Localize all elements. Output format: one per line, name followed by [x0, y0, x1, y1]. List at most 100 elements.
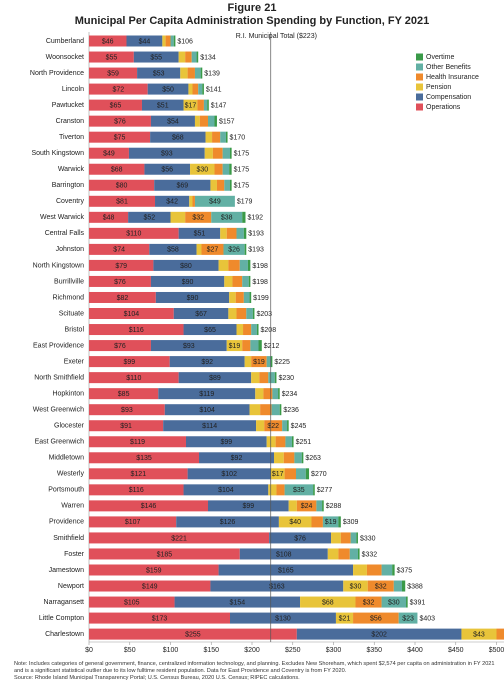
- bar-segment: [343, 580, 368, 592]
- total-label: $198: [252, 279, 268, 286]
- x-tick-label: $300: [326, 647, 342, 654]
- value-label: $126: [220, 519, 236, 526]
- bar-segment: [266, 436, 276, 448]
- bar-segment: [366, 564, 382, 576]
- total-label: $403: [419, 615, 435, 622]
- bar-segment: [194, 115, 200, 127]
- bar-segment: [229, 291, 236, 303]
- bar-segment: [89, 564, 219, 576]
- bar-segment: [393, 580, 402, 592]
- bar-segment: [251, 372, 260, 384]
- bar-segment: [190, 163, 215, 175]
- value-label: $23: [402, 615, 414, 622]
- value-label: $35: [293, 487, 305, 494]
- value-label: $38: [221, 215, 233, 222]
- value-label: $75: [114, 135, 126, 142]
- value-label: $54: [167, 118, 179, 125]
- total-label: $134: [200, 54, 216, 61]
- value-label: $119: [130, 439, 145, 446]
- bar-segment: [189, 195, 193, 207]
- value-label: $76: [114, 279, 126, 286]
- bar-segment: [255, 388, 264, 400]
- bar-segment: [327, 548, 339, 560]
- bar-segment: [185, 211, 212, 223]
- bar-segment: [204, 147, 213, 159]
- value-label: $27: [207, 247, 219, 254]
- total-label: $330: [360, 535, 376, 542]
- value-label: $92: [201, 359, 213, 366]
- value-label: $80: [180, 263, 192, 270]
- category-label: East Greenwich: [35, 439, 85, 446]
- bar-segment: [137, 67, 181, 79]
- bar-segment: [192, 195, 195, 207]
- category-label: Providence: [49, 519, 84, 526]
- value-label: $85: [118, 391, 130, 398]
- bar-segment: [335, 612, 354, 624]
- value-label: $146: [141, 503, 157, 510]
- total-label: $212: [264, 343, 280, 350]
- category-label: East Providence: [33, 342, 84, 349]
- value-label: $104: [124, 311, 140, 318]
- bar-segment: [199, 115, 208, 127]
- bar-segment: [89, 596, 175, 608]
- value-label: $108: [276, 551, 292, 558]
- bar-segment: [214, 163, 223, 175]
- bar-segment: [214, 115, 217, 127]
- value-label: $53: [153, 70, 165, 77]
- bar-segment: [205, 131, 213, 143]
- bar-segment: [183, 99, 198, 111]
- bar-segment: [276, 484, 285, 496]
- bar-segment: [194, 195, 235, 207]
- bar-segment: [133, 51, 179, 63]
- value-label: $32: [192, 215, 204, 222]
- bar-segment: [259, 372, 269, 384]
- bar-segment: [270, 356, 273, 368]
- bar-segment: [248, 275, 251, 287]
- value-label: $43: [473, 631, 485, 638]
- bar-segment: [461, 628, 497, 640]
- bar-segment: [89, 612, 230, 624]
- bar-segment: [236, 227, 244, 239]
- bar-segment: [150, 115, 195, 127]
- total-label: $245: [291, 423, 307, 430]
- x-tick-label: $350: [366, 647, 382, 654]
- bar-segment: [196, 51, 199, 63]
- bar-segment: [201, 243, 224, 255]
- category-label: Coventry: [56, 198, 85, 205]
- value-label: $42: [166, 199, 178, 206]
- bar-segment: [144, 163, 191, 175]
- bar-segment: [272, 388, 279, 400]
- bar-segment: [126, 35, 163, 47]
- category-label: Portsmouth: [48, 487, 84, 494]
- reference-label: R.I. Municipal Total ($223): [236, 33, 317, 40]
- bar-segment: [155, 195, 190, 207]
- total-label: $106: [177, 38, 193, 45]
- bar-segment: [357, 548, 360, 560]
- bar-segment: [89, 324, 184, 336]
- bar-segment: [185, 436, 267, 448]
- bar-segment: [198, 83, 203, 95]
- bar-segment: [89, 195, 156, 207]
- total-label: $170: [230, 135, 246, 142]
- value-label: $135: [136, 455, 152, 462]
- legend-swatch: [416, 63, 423, 71]
- bar-segment: [89, 115, 151, 127]
- value-label: $46: [102, 38, 114, 45]
- bar-segment: [89, 500, 208, 512]
- bar-segment: [316, 500, 323, 512]
- bar-segment: [196, 243, 202, 255]
- bar-segment: [192, 83, 199, 95]
- bar-segment: [178, 372, 252, 384]
- value-label: $55: [150, 54, 162, 61]
- value-label: $99: [220, 439, 232, 446]
- bar-segment: [296, 500, 317, 512]
- bar-segment: [243, 291, 250, 303]
- bar-segment: [246, 308, 253, 320]
- bar-segment: [128, 211, 171, 223]
- bar-segment: [199, 452, 275, 464]
- bar-segment: [243, 324, 252, 336]
- x-tick-label: $400: [407, 647, 423, 654]
- bar-segment: [187, 468, 271, 480]
- bar-segment: [275, 436, 286, 448]
- bar-segment: [218, 564, 354, 576]
